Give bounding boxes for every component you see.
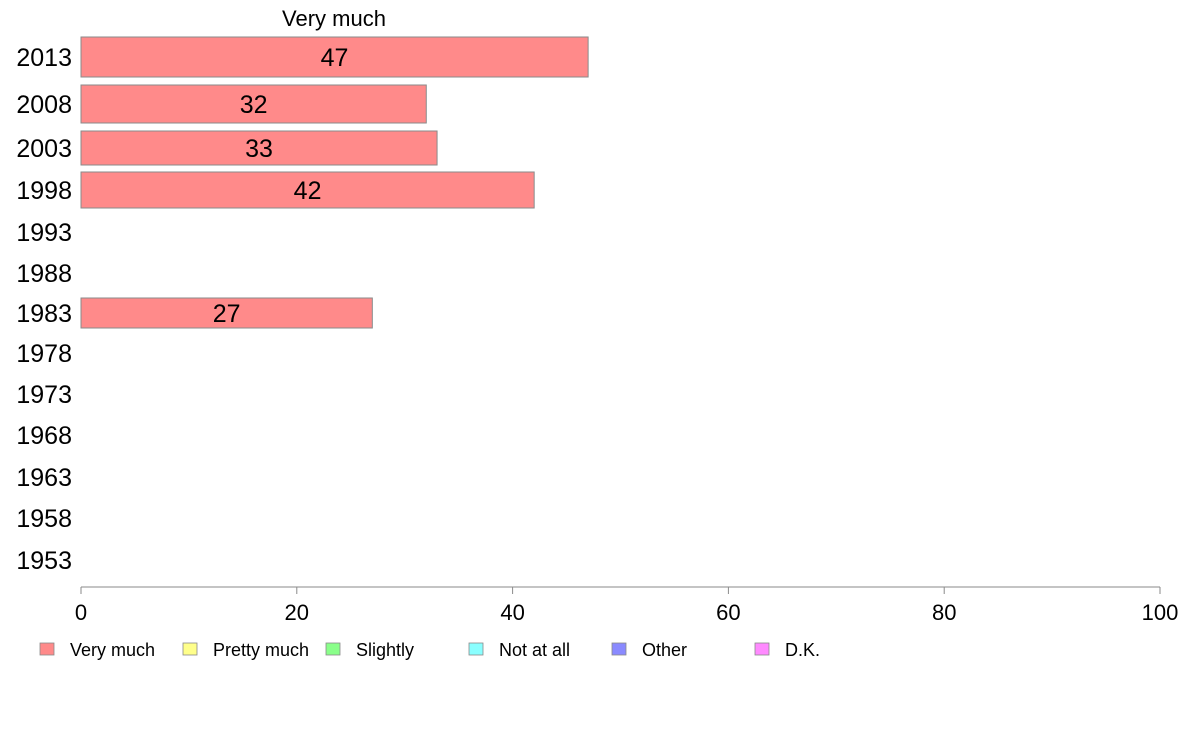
year-label-1988: 1988 [16, 260, 72, 288]
legend-swatch-very-much [39, 642, 55, 656]
legend-swatch-d-k [754, 642, 770, 656]
bar-value-label-1998: 42 [294, 177, 322, 205]
year-label-1993: 1993 [16, 219, 72, 247]
year-label-2013: 2013 [16, 44, 72, 72]
bar-1998 [80, 171, 535, 209]
year-label-1953: 1953 [16, 547, 72, 575]
bar-2003 [80, 130, 438, 166]
year-label-2008: 2008 [16, 91, 72, 119]
legend-label-other: Other [642, 640, 687, 660]
legend-label-not-at-all: Not at all [499, 640, 570, 660]
legend-label-slightly: Slightly [356, 640, 414, 660]
x-tick-label-60: 60 [716, 600, 740, 625]
year-label-1958: 1958 [16, 505, 72, 533]
year-labels: 2013 2008 2003 1998 1993 1988 1983 1978 1973 1968… [16, 44, 72, 575]
series-title: Very much [282, 6, 386, 31]
bar-value-label-2008: 32 [240, 91, 268, 119]
legend-label-d-k: D.K. [785, 640, 820, 660]
year-label-1963: 1963 [16, 464, 72, 492]
year-label-1968: 1968 [16, 422, 72, 450]
x-axis: 0 20 40 60 80 100 [75, 586, 1179, 625]
bar-2008 [80, 84, 427, 124]
year-label-1983: 1983 [16, 300, 72, 328]
legend-swatch-not-at-all [468, 642, 484, 656]
x-tick-label-0: 0 [75, 600, 87, 625]
bar-value-label-2013: 47 [321, 44, 349, 72]
x-tick-label-80: 80 [932, 600, 956, 625]
bar-2013 [80, 36, 589, 78]
legend-swatch-pretty-much [182, 642, 198, 656]
x-tick-label-20: 20 [285, 600, 309, 625]
bar-value-label-1983: 27 [213, 300, 241, 328]
legend-swatch-other [611, 642, 627, 656]
bar-value-label-2003: 33 [245, 135, 273, 163]
year-label-2003: 2003 [16, 135, 72, 163]
x-tick-label-40: 40 [500, 600, 524, 625]
legend-swatch-slightly [325, 642, 341, 656]
legend-label-pretty-much: Pretty much [213, 640, 309, 660]
legend-label-very-much: Very much [70, 640, 155, 660]
year-label-1998: 1998 [16, 177, 72, 205]
legend: Very much Pretty much Slightly Not at all Ot… [39, 640, 820, 660]
x-tick-label-100: 100 [1142, 600, 1179, 625]
year-label-1978: 1978 [16, 340, 72, 368]
bars-layer: 47 32 33 42 27 [80, 36, 589, 329]
bar-1983 [80, 297, 373, 329]
year-label-1973: 1973 [16, 381, 72, 409]
